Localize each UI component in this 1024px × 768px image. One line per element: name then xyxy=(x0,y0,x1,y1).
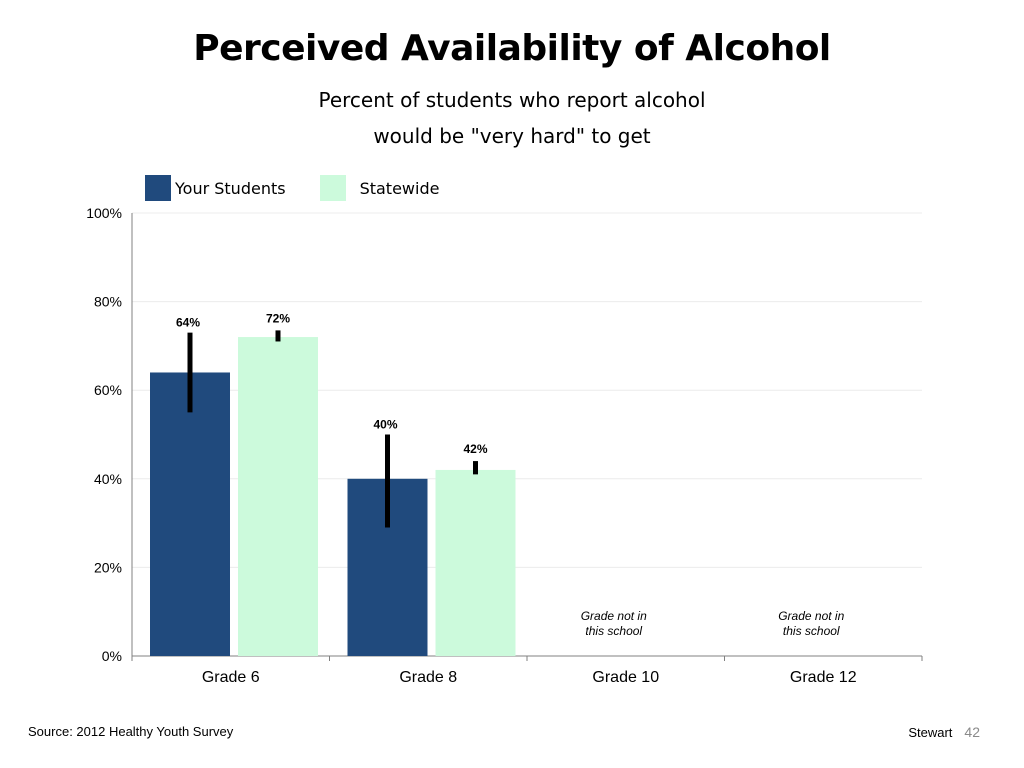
legend-label-statewide: Statewide xyxy=(359,178,440,198)
legend-item-your-students: Your Students xyxy=(145,175,286,201)
data-label: 72% xyxy=(266,311,290,325)
legend-swatch-your-students xyxy=(145,175,171,201)
x-category-label: Grade 8 xyxy=(399,669,457,686)
chart-subtitle-line2: would be "very hard" to get xyxy=(373,124,651,148)
y-tick-label: 60% xyxy=(94,382,122,398)
chart-subtitle-line1: Percent of students who report alcohol xyxy=(318,88,706,112)
annotation-line1: Grade not in xyxy=(778,609,844,623)
slide-footer: Stewart 42 xyxy=(908,724,980,740)
x-category-label: Grade 6 xyxy=(202,669,260,686)
bar-chart: 0% 20% 40% 60% 80% 100% Grade 6 64% 72% Grade 8 40… xyxy=(86,205,923,686)
chart-legend: Your Students Statewide xyxy=(145,174,473,202)
legend-item-statewide: Statewide xyxy=(319,175,440,201)
y-tick-label: 100% xyxy=(86,205,122,221)
legend-label-your-students: Your Students xyxy=(175,178,286,198)
y-tick-label: 20% xyxy=(94,559,122,575)
data-label: 40% xyxy=(373,418,397,432)
presenter-name: Stewart xyxy=(908,725,953,740)
chart-title: Perceived Availability of Alcohol xyxy=(193,28,831,69)
legend-swatch-statewide xyxy=(319,175,346,201)
bar xyxy=(150,372,230,656)
x-category-label: Grade 12 xyxy=(790,669,857,686)
data-label: 64% xyxy=(176,316,200,330)
bar xyxy=(435,469,516,656)
y-tick-label: 40% xyxy=(94,471,122,487)
page-number: 42 xyxy=(964,724,980,740)
y-tick-label: 0% xyxy=(102,648,122,664)
data-label: 42% xyxy=(463,442,487,456)
annotation-line2: this school xyxy=(585,624,642,638)
source-note: Source: 2012 Healthy Youth Survey xyxy=(28,724,234,739)
x-category-label: Grade 10 xyxy=(592,669,659,686)
bar xyxy=(238,337,318,656)
annotation-line2: this school xyxy=(783,624,840,638)
annotation-line1: Grade not in xyxy=(581,609,647,623)
y-tick-label: 80% xyxy=(94,294,122,310)
